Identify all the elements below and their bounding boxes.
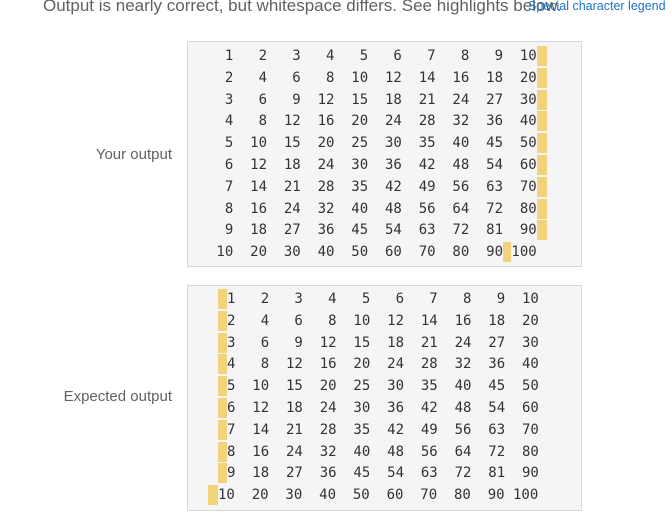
leading-whitespace-highlight <box>218 463 227 484</box>
your-output-line-text: 7 14 21 28 35 42 49 56 63 70 <box>208 178 537 195</box>
trailing-whitespace-highlight <box>536 155 547 175</box>
leading-whitespace-highlight <box>218 332 227 353</box>
leading-whitespace-highlight <box>218 310 227 331</box>
trailing-whitespace-highlight <box>536 198 547 219</box>
your-output-line: 10 20 30 40 50 60 70 80 90 100 <box>208 242 537 264</box>
expected-output-line-text: 6 12 18 24 30 36 42 48 54 60 <box>227 400 539 416</box>
your-output-line-text: 10 20 30 40 50 60 70 80 90 <box>208 244 504 261</box>
expected-output-line-text: 7 14 21 28 35 42 49 56 63 70 <box>227 421 539 438</box>
expected-output-line: 7 14 21 28 35 42 49 56 63 70 <box>218 419 539 442</box>
your-output-line-text: 2 4 6 8 10 12 14 16 18 20 <box>208 69 537 86</box>
expected-output-line-text: 5 10 15 20 25 30 35 40 45 50 <box>227 378 539 395</box>
expected-output-line: 2 4 6 8 10 12 14 16 18 20 <box>218 310 539 333</box>
your-output-line: 9 18 27 36 45 54 63 72 81 90 <box>208 220 547 242</box>
expected-output-line-text: 3 6 9 12 15 18 21 24 27 30 <box>227 334 539 351</box>
your-output-line-text: 9 18 27 36 45 54 63 72 81 90 <box>208 222 537 239</box>
trailing-whitespace-highlight <box>536 89 547 110</box>
leading-whitespace-highlight <box>218 441 227 462</box>
leading-whitespace-highlight <box>218 354 227 375</box>
expected-output-line: 9 18 27 36 45 54 63 72 81 90 <box>218 463 539 485</box>
expected-output-line: 4 8 12 16 20 24 28 32 36 40 <box>218 354 539 376</box>
your-output-line-text: 5 10 15 20 25 30 35 40 45 50 <box>208 135 537 152</box>
your-output-line-text: 4 8 12 16 20 24 28 32 36 40 <box>208 113 537 130</box>
expected-output-line: 3 6 9 12 15 18 21 24 27 30 <box>218 332 539 355</box>
your-output-line: 7 14 21 28 35 42 49 56 63 70 <box>208 176 547 199</box>
your-output-line-text: 8 16 24 32 40 48 56 64 72 80 <box>208 200 537 217</box>
special-character-legend-link[interactable]: Special character legend <box>528 0 666 13</box>
leading-whitespace-highlight <box>218 376 227 397</box>
your-output-label: Your output <box>95 146 172 163</box>
leading-whitespace-highlight <box>218 419 227 440</box>
whitespace-diff-message: Output is nearly correct, but whitespace… <box>43 0 562 15</box>
expected-output-label: Expected output <box>63 388 172 405</box>
expected-output-line: 6 12 18 24 30 36 42 48 54 60 <box>218 398 539 420</box>
expected-output-line-text: 1 2 3 4 5 6 7 8 9 10 <box>227 291 539 307</box>
whitespace-highlight <box>503 242 512 263</box>
your-output-line-text: 1 2 3 4 5 6 7 8 9 10 <box>208 48 537 64</box>
leading-whitespace-highlight <box>208 485 218 506</box>
expected-output-line-text: 2 4 6 8 10 12 14 16 18 20 <box>227 312 539 329</box>
expected-output-line: 1 2 3 4 5 6 7 8 9 10 <box>218 289 539 311</box>
expected-output-line-text: 8 16 24 32 40 48 56 64 72 80 <box>227 443 539 460</box>
expected-output-box: 1 2 3 4 5 6 7 8 9 10 2 4 6 8 10 12 14 16 … <box>187 285 582 511</box>
expected-output-line: 10 20 30 40 50 60 70 80 90 100 <box>208 485 538 507</box>
expected-output-line: 5 10 15 20 25 30 35 40 45 50 <box>218 376 539 398</box>
leading-whitespace-highlight <box>218 289 227 309</box>
expected-output-line-text: 10 20 30 40 50 60 70 80 90 100 <box>218 487 539 504</box>
leading-whitespace-highlight <box>218 398 227 418</box>
your-output-line: 4 8 12 16 20 24 28 32 36 40 <box>208 111 547 133</box>
your-output-line: 2 4 6 8 10 12 14 16 18 20 <box>208 67 547 90</box>
trailing-whitespace-highlight <box>536 46 547 66</box>
your-output-line: 6 12 18 24 30 36 42 48 54 60 <box>208 155 547 177</box>
trailing-whitespace-highlight <box>536 111 547 132</box>
trailing-whitespace-highlight <box>536 67 547 88</box>
your-output-line: 5 10 15 20 25 30 35 40 45 50 <box>208 133 547 155</box>
expected-output-line-text: 9 18 27 36 45 54 63 72 81 90 <box>227 465 539 482</box>
trailing-whitespace-highlight <box>536 220 547 241</box>
expected-output-line-text: 4 8 12 16 20 24 28 32 36 40 <box>227 356 539 373</box>
your-output-line: 1 2 3 4 5 6 7 8 9 10 <box>208 46 547 68</box>
trailing-whitespace-highlight <box>536 133 547 154</box>
your-output-box: 1 2 3 4 5 6 7 8 9 10 2 4 6 8 10 12 14 16… <box>187 41 582 267</box>
expected-output-line: 8 16 24 32 40 48 56 64 72 80 <box>218 441 539 464</box>
your-output-line-text: 100 <box>511 244 537 261</box>
your-output-line: 8 16 24 32 40 48 56 64 72 80 <box>208 198 547 221</box>
your-output-line-text: 6 12 18 24 30 36 42 48 54 60 <box>208 157 537 173</box>
trailing-whitespace-highlight <box>536 176 547 197</box>
your-output-line-text: 3 6 9 12 15 18 21 24 27 30 <box>208 91 537 108</box>
your-output-line: 3 6 9 12 15 18 21 24 27 30 <box>208 89 547 112</box>
